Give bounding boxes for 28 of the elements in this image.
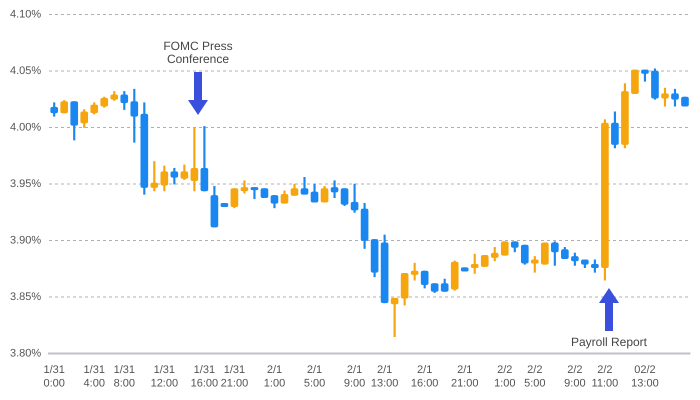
- x-tick-label: 1/31 12:00: [150, 364, 178, 390]
- y-tick-label: 4.00%: [10, 122, 42, 134]
- y-tick-label: 4.05%: [10, 65, 42, 78]
- x-tick-label: 2/2 11:00: [592, 364, 618, 390]
- x-tick-label: 2/2 5:00: [524, 364, 546, 390]
- x-tick-label: 2/1 13:00: [370, 364, 398, 390]
- y-tick-label: 3.90%: [10, 234, 42, 247]
- y-tick-label: 3.95%: [10, 178, 42, 190]
- y-tick-label: 3.85%: [10, 291, 42, 304]
- x-tick-label: 1/31 8:00: [114, 364, 135, 390]
- x-tick-label: 2/2 1:00: [494, 364, 516, 390]
- candlestick: [150, 161, 158, 192]
- x-tick-label: 2/1 9:00: [344, 364, 366, 390]
- x-tick-label: 1/31 21:00: [220, 364, 248, 390]
- x-tick-label: 2/1 21:00: [450, 364, 478, 390]
- y-tick-label: 4.10%: [10, 8, 42, 21]
- x-tick-label: 1/31 16:00: [190, 364, 218, 390]
- annotation: Payroll Report: [570, 335, 648, 349]
- annotation: FOMC Press Conference: [162, 39, 234, 66]
- x-tick-label: 1/31 4:00: [84, 364, 105, 390]
- y-tick-label: 3.80%: [10, 348, 42, 360]
- candlestick: [470, 254, 479, 274]
- x-tick-label: 2/1 16:00: [410, 364, 438, 390]
- x-tick-label: 02/2 13:00: [631, 364, 659, 390]
- x-tick-label: 2/1 1:00: [264, 364, 286, 390]
- x-tick-label: 1/31 0:00: [43, 364, 65, 390]
- x-tick-label: 2/1 5:00: [304, 364, 326, 390]
- x-tick-label: 2/2 9:00: [564, 364, 586, 390]
